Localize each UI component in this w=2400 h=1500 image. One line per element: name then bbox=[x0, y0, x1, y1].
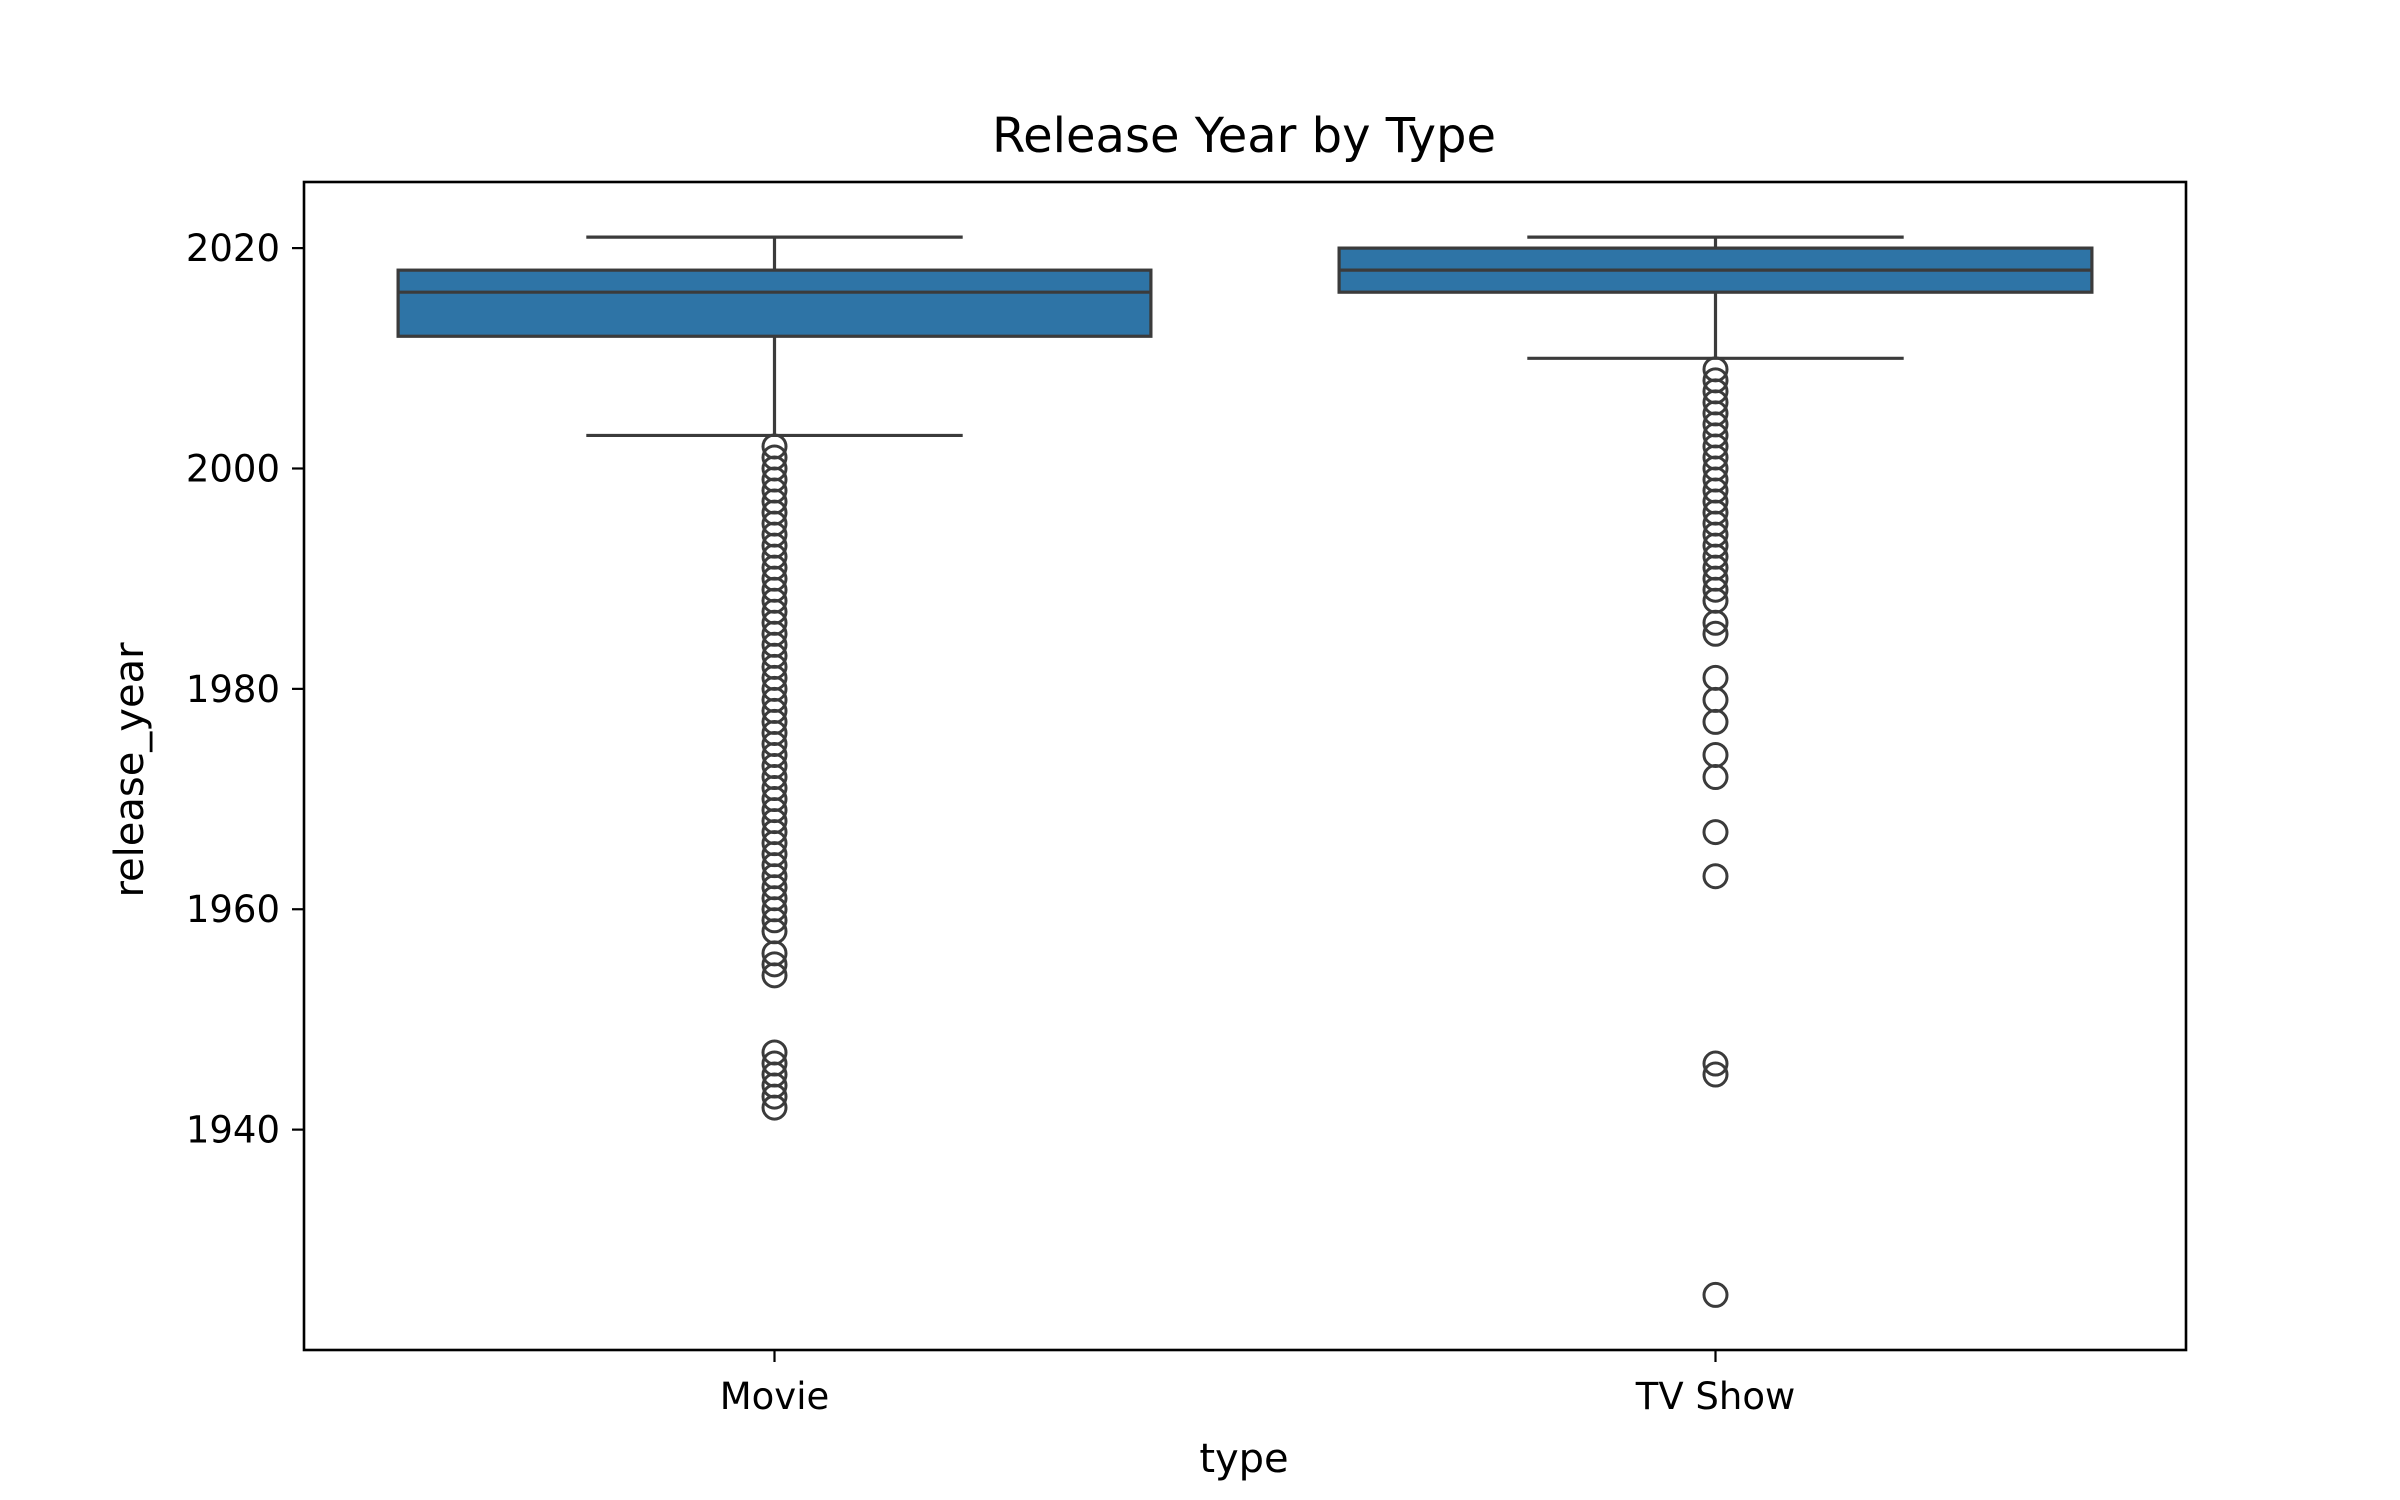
tv-show-outlier-point bbox=[1702, 1281, 1729, 1308]
x-tick-label: TV Show bbox=[1635, 1375, 1796, 1418]
y-tick-label: 1980 bbox=[186, 668, 280, 711]
chart-title: Release Year by Type bbox=[992, 108, 1496, 164]
tv-show-outlier-point bbox=[1702, 367, 1729, 394]
tv-show-outlier-point bbox=[1702, 741, 1729, 768]
movie-outlier-point bbox=[761, 444, 788, 471]
y-tick-label: 2000 bbox=[186, 447, 280, 490]
y-tick-label: 1940 bbox=[186, 1109, 280, 1152]
y-tick-label: 1960 bbox=[186, 888, 280, 931]
movie-box bbox=[396, 268, 1153, 338]
movie-outlier-point bbox=[761, 433, 788, 460]
tv-show-outlier-point bbox=[1702, 1050, 1729, 1077]
tv-show-outlier-point bbox=[1702, 708, 1729, 735]
tv-show-outlier-point bbox=[1702, 764, 1729, 791]
tv-show-outlier-point bbox=[1702, 664, 1729, 691]
tv-show-outlier-point bbox=[1702, 1061, 1729, 1088]
movie-outlier-point bbox=[761, 951, 788, 978]
plot-frame bbox=[302, 180, 2188, 1352]
tv-show-outlier-point bbox=[1702, 356, 1729, 383]
plot-area: 1940 1960 1980 2000 2020 Movie TV Show bbox=[186, 227, 2094, 1418]
x-axis-label: type bbox=[1199, 1436, 1288, 1482]
y-axis-label: release_year bbox=[107, 642, 153, 898]
tv-show-outlier-point bbox=[1702, 819, 1729, 846]
tv-show-outlier-point bbox=[1702, 620, 1729, 647]
tv-show-outlier-point bbox=[1702, 863, 1729, 890]
x-tick-label: Movie bbox=[720, 1375, 830, 1418]
movie-outlier-point bbox=[761, 1050, 788, 1077]
y-tick-label: 2020 bbox=[186, 227, 280, 270]
movie-outlier-point bbox=[761, 1039, 788, 1066]
tv-show-outlier-point bbox=[1702, 686, 1729, 713]
